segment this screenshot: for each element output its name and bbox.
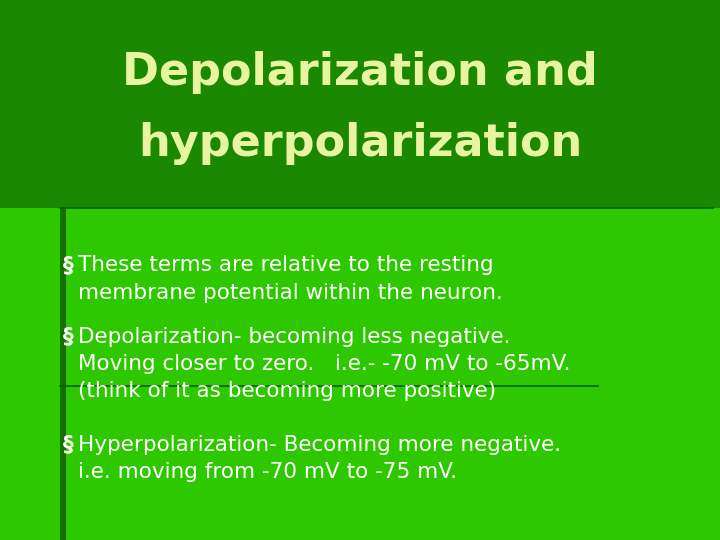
Text: Depolarization and: Depolarization and <box>122 51 598 94</box>
Text: Depolarization- becoming less negative.
Moving closer to zero.   i.e.- -70 mV to: Depolarization- becoming less negative. … <box>78 327 571 401</box>
Text: §: § <box>63 327 74 347</box>
Text: §: § <box>63 435 74 455</box>
Text: Hyperpolarization- Becoming more negative.
i.e. moving from -70 mV to -75 mV.: Hyperpolarization- Becoming more negativ… <box>78 435 562 482</box>
Bar <box>0 208 720 540</box>
Text: hyperpolarization: hyperpolarization <box>138 122 582 165</box>
Bar <box>60 208 66 540</box>
Text: These terms are relative to the resting
membrane potential within the neuron.: These terms are relative to the resting … <box>78 255 503 302</box>
Text: §: § <box>63 255 74 275</box>
